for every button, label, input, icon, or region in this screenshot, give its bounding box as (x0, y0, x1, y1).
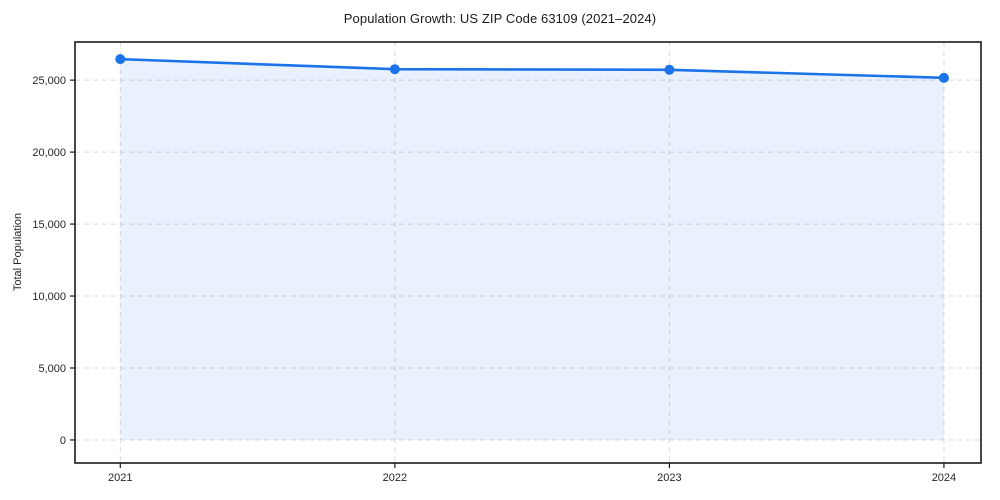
x-tick-label: 2021 (108, 472, 132, 484)
plot-border (74, 41, 982, 464)
data-point (938, 72, 949, 83)
chart-title: Population Growth: US ZIP Code 63109 (20… (343, 11, 657, 26)
y-tick-label: 5,000 (38, 363, 66, 375)
data-point (664, 64, 675, 75)
y-tick-label: 0 (60, 435, 66, 447)
area-fill (120, 59, 944, 440)
y-tick-label: 10,000 (32, 291, 66, 303)
y-tick-label: 25,000 (32, 75, 66, 87)
x-tick-label: 2023 (657, 472, 681, 484)
x-tick-label: 2022 (383, 472, 407, 484)
data-line (119, 57, 946, 80)
data-point (389, 64, 400, 75)
x-tick-label: 2024 (932, 472, 956, 484)
y-tick-label: 20,000 (32, 147, 66, 159)
data-point (115, 54, 126, 65)
y-tick-label: 15,000 (32, 219, 66, 231)
